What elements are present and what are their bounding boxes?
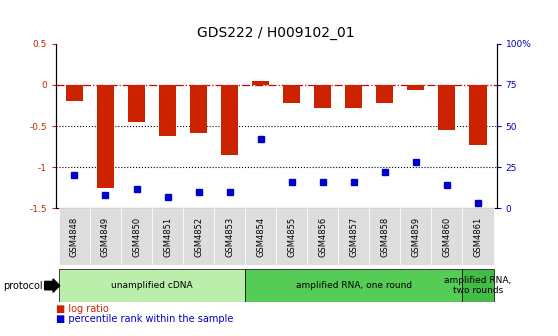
FancyBboxPatch shape (90, 208, 121, 265)
FancyBboxPatch shape (245, 208, 276, 265)
Text: GSM4861: GSM4861 (474, 217, 483, 257)
Text: protocol: protocol (3, 281, 42, 291)
FancyBboxPatch shape (338, 208, 369, 265)
Text: GSM4854: GSM4854 (256, 217, 265, 257)
FancyBboxPatch shape (152, 208, 183, 265)
FancyBboxPatch shape (245, 269, 463, 302)
FancyBboxPatch shape (121, 208, 152, 265)
Text: ■ percentile rank within the sample: ■ percentile rank within the sample (56, 314, 233, 324)
FancyBboxPatch shape (401, 208, 431, 265)
FancyBboxPatch shape (59, 208, 90, 265)
Bar (190, 85, 207, 133)
FancyBboxPatch shape (463, 269, 493, 302)
Text: GSM4855: GSM4855 (287, 217, 296, 257)
FancyBboxPatch shape (183, 208, 214, 265)
FancyBboxPatch shape (59, 269, 245, 302)
Bar (66, 85, 83, 101)
Bar (221, 85, 238, 155)
FancyBboxPatch shape (276, 208, 307, 265)
Text: GSM4859: GSM4859 (411, 217, 420, 257)
FancyBboxPatch shape (307, 208, 338, 265)
Text: GSM4856: GSM4856 (318, 217, 328, 257)
Bar (345, 85, 362, 108)
Text: GSM4860: GSM4860 (442, 217, 451, 257)
Text: GSM4848: GSM4848 (70, 217, 79, 257)
Bar (439, 85, 455, 130)
Text: amplified RNA,
two rounds: amplified RNA, two rounds (444, 276, 512, 295)
Bar (469, 85, 487, 145)
Bar (252, 81, 269, 85)
Bar (376, 85, 393, 103)
FancyBboxPatch shape (463, 208, 493, 265)
Bar (159, 85, 176, 136)
Text: GSM4853: GSM4853 (225, 217, 234, 257)
Bar (97, 85, 114, 188)
Text: GSM4857: GSM4857 (349, 217, 358, 257)
FancyBboxPatch shape (431, 208, 463, 265)
Bar (283, 85, 300, 103)
FancyBboxPatch shape (214, 208, 245, 265)
Text: GSM4851: GSM4851 (163, 217, 172, 257)
Text: ■ log ratio: ■ log ratio (56, 304, 109, 314)
Bar (128, 85, 145, 122)
Text: amplified RNA, one round: amplified RNA, one round (296, 281, 412, 290)
Text: GSM4849: GSM4849 (101, 217, 110, 257)
Bar (407, 85, 425, 90)
Text: unamplified cDNA: unamplified cDNA (111, 281, 193, 290)
Text: GSM4852: GSM4852 (194, 217, 203, 257)
Bar (314, 85, 331, 108)
Text: GSM4858: GSM4858 (381, 217, 389, 257)
Text: GDS222 / H009102_01: GDS222 / H009102_01 (198, 26, 355, 40)
FancyBboxPatch shape (369, 208, 401, 265)
Text: GSM4850: GSM4850 (132, 217, 141, 257)
